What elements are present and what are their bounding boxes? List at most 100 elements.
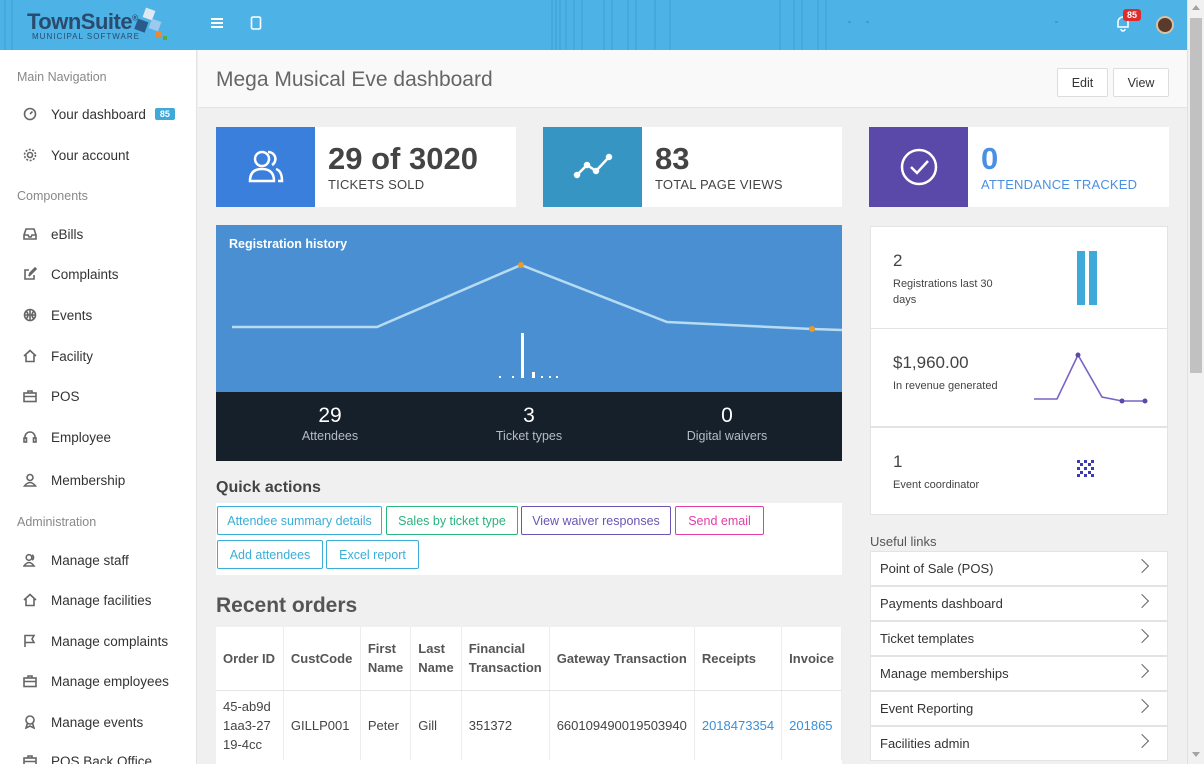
sidebar-item-complaints[interactable]: Complaints (22, 263, 192, 285)
avatar[interactable] (1156, 16, 1174, 34)
sidebar-item-manage-staff[interactable]: Manage staff (22, 549, 192, 571)
order-id-cell: 45-ab9d1aa3-2719-4cc (216, 690, 284, 760)
sidebar-item-pos-back-office[interactable]: POS Back Office (22, 750, 192, 764)
column-header[interactable]: Gateway Transaction (549, 627, 695, 691)
attendee-summary-button[interactable]: Attendee summary details (217, 506, 382, 535)
waivers-summary: 0 Digital waivers (647, 404, 807, 443)
column-header[interactable]: Order ID (216, 627, 284, 691)
send-email-button[interactable]: Send email (675, 506, 764, 535)
kpi-revenue: $1,960.00 In revenue generated (870, 328, 1168, 427)
link-label: Facilities admin (880, 736, 970, 751)
scroll-up-icon[interactable] (1192, 5, 1200, 10)
column-header[interactable]: Last Name (410, 627, 462, 691)
chevron-right-icon (1134, 628, 1150, 644)
kpi-label: In revenue generated (893, 380, 998, 392)
first-name-cell: Peter (360, 690, 412, 760)
chevron-right-icon (1134, 698, 1150, 714)
sidebar-item-label: Events (51, 307, 93, 323)
sidebar-item-your-dashboard[interactable]: Your dashboard 85 (22, 103, 192, 125)
sidebar-item-label: Your dashboard (51, 106, 146, 122)
sidebar-item-label: Employee (51, 429, 112, 445)
logo-cubes-icon (134, 7, 167, 40)
excel-report-button[interactable]: Excel report (326, 540, 419, 569)
edit-icon (22, 266, 38, 282)
sidebar-item-facility[interactable]: Facility (22, 345, 192, 367)
stat-label: TOTAL PAGE VIEWS (655, 177, 783, 192)
link-ticket-templates[interactable]: Ticket templates (870, 621, 1168, 656)
column-header[interactable]: Financial Transaction (461, 627, 550, 691)
kpi-value: $1,960.00 (893, 353, 969, 372)
kpi-label: Event coordinator (893, 479, 980, 491)
custcode-cell: GILLP001 (283, 690, 361, 760)
stat-page-views: 83 TOTAL PAGE VIEWS (543, 127, 842, 207)
menu-icon[interactable] (210, 14, 224, 35)
sidebar: Main Navigation Your dashboard 85 Your a… (0, 50, 197, 764)
section-components: Components (17, 189, 88, 203)
quick-actions-title: Quick actions (216, 479, 321, 496)
link-facilities-admin[interactable]: Facilities admin (870, 726, 1168, 761)
stat-tickets-sold: 29 of 3020 TICKETS SOLD (216, 127, 516, 207)
column-header[interactable]: Invoice (781, 627, 842, 691)
kpi-value: 1 (893, 452, 903, 471)
sidebar-item-manage-employees[interactable]: Manage employees (22, 670, 192, 692)
revenue-sparkline (1034, 352, 1148, 404)
sidebar-item-label: Membership (51, 472, 126, 488)
sidebar-item-events[interactable]: Events (22, 304, 192, 326)
sidebar-item-manage-events[interactable]: Manage events (22, 711, 192, 733)
stat-value: 83 (655, 141, 690, 176)
column-header[interactable]: CustCode (283, 627, 361, 691)
receipt-link[interactable]: 2018473354 (701, 717, 775, 733)
brand-subtitle: MUNICIPAL SOFTWARE (32, 32, 140, 41)
stat-label: ATTENDANCE TRACKED (981, 177, 1138, 192)
invoice-link[interactable]: 201865 (789, 717, 833, 733)
attendees-label: Attendees (301, 429, 359, 443)
registration-title: Registration history (229, 237, 348, 251)
link-label: Event Reporting (880, 701, 974, 716)
scrollbar[interactable] (1187, 0, 1204, 764)
sidebar-item-your-account[interactable]: Your account (22, 144, 192, 166)
link-payments-dashboard[interactable]: Payments dashboard (870, 586, 1168, 621)
users-icon (216, 127, 315, 207)
inbox-icon (22, 226, 38, 242)
sales-by-ticket-type-button[interactable]: Sales by ticket type (386, 506, 518, 535)
sidebar-item-manage-facilities[interactable]: Manage facilities (22, 589, 192, 611)
briefcase-icon (22, 753, 38, 764)
kpi-value: 2 (893, 251, 903, 270)
chevron-right-icon (1134, 593, 1150, 609)
top-bar: TownSuite® MUNICIPAL SOFTWARE 85 (0, 0, 1204, 50)
scroll-down-icon[interactable] (1192, 752, 1200, 757)
sidebar-item-membership[interactable]: Membership (22, 469, 192, 491)
award-icon (22, 714, 38, 730)
column-header[interactable]: First Name (360, 627, 412, 691)
column-header[interactable]: Receipts (694, 627, 783, 691)
last-name-cell: Gill (410, 690, 462, 760)
header-pattern (4, 0, 1058, 50)
waivers-label: Digital waivers (686, 429, 768, 443)
logo[interactable]: TownSuite® MUNICIPAL SOFTWARE (0, 0, 198, 50)
table-row: 45-ab9d1aa3-2719-4cc GILLP001 Peter Gill… (216, 690, 842, 760)
sidebar-item-label: Your account (51, 147, 130, 163)
add-attendees-button[interactable]: Add attendees (217, 540, 323, 569)
gauge-icon (22, 106, 38, 122)
edit-button[interactable]: Edit (1057, 68, 1108, 97)
registration-history-panel: Registration history 29 Attendees 3 (216, 225, 842, 461)
ticket-types-label: Ticket types (495, 429, 563, 443)
sidebar-item-manage-complaints[interactable]: Manage complaints (22, 630, 192, 652)
recent-orders-title: Recent orders (216, 594, 358, 617)
link-event-reporting[interactable]: Event Reporting (870, 691, 1168, 726)
link-point-of-sale[interactable]: Point of Sale (POS) (870, 551, 1168, 586)
link-manage-memberships[interactable]: Manage memberships (870, 656, 1168, 691)
gear-icon (22, 147, 38, 163)
scrollbar-thumb[interactable] (1190, 18, 1202, 373)
mobile-view-icon[interactable] (250, 14, 262, 35)
sidebar-item-pos[interactable]: POS (22, 385, 192, 407)
financial-transaction-cell: 351372 (461, 690, 550, 760)
view-button[interactable]: View (1113, 68, 1169, 97)
link-label: Payments dashboard (880, 596, 1003, 611)
sidebar-item-ebills[interactable]: eBills (22, 223, 192, 245)
view-waiver-responses-button[interactable]: View waiver responses (521, 506, 671, 535)
section-main-navigation: Main Navigation (17, 70, 107, 84)
chevron-right-icon (1134, 558, 1150, 574)
attendees-summary: 29 Attendees (250, 404, 410, 443)
sidebar-item-employee[interactable]: Employee (22, 426, 192, 448)
